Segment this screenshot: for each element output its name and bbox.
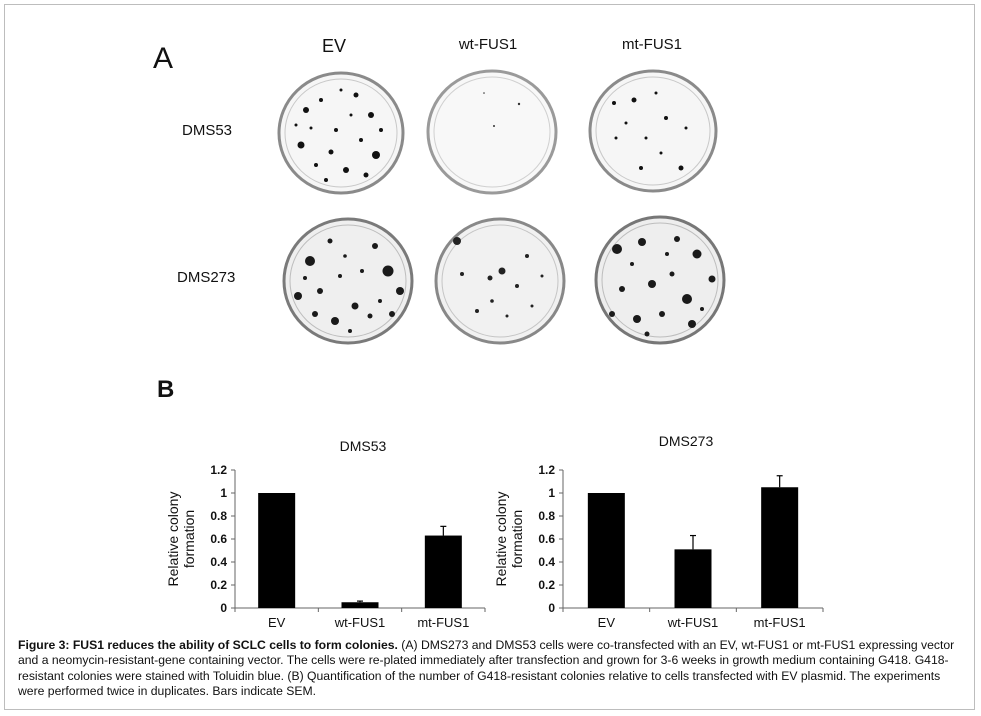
- y-axis-label-line: formation: [509, 510, 525, 568]
- chart-title: DMS273: [659, 433, 714, 449]
- y-axis-label-line: Relative colony: [165, 492, 181, 587]
- bar: [258, 493, 296, 608]
- x-tick-label: EV: [598, 615, 616, 630]
- figure-caption: Figure 3: FUS1 reduces the ability of SC…: [18, 638, 968, 700]
- x-tick-label: mt-FUS1: [417, 615, 469, 630]
- bar: [761, 487, 799, 608]
- chart-dms273: DMS273 0 0.2 0.4 0.6 0.8 1 1.2 EV wt-FUS1 mt-FUS1 R…: [493, 433, 824, 630]
- dish-dms273-wt-fus1: [434, 217, 566, 345]
- chart-dms53: DMS53 0 0.2 0.4 0.6 0.8 1 1.2 EV wt-FUS1 mt-FUS1 Re…: [165, 438, 486, 630]
- bar: [341, 602, 379, 608]
- bar: [674, 549, 712, 608]
- caption-body: (A) DMS273 and DMS53 cells were co-trans…: [18, 638, 955, 699]
- bar: [424, 535, 462, 608]
- y-tick-label: 0.2: [538, 578, 555, 592]
- y-tick-label: 0: [548, 601, 555, 615]
- y-axis-label-line: formation: [181, 510, 197, 568]
- dish-dms273-mt-fus1: [594, 215, 726, 345]
- panel-b-letter: B: [157, 376, 175, 403]
- y-axis-label: Relative colonyformation: [165, 492, 197, 587]
- x-tick-label: EV: [268, 615, 286, 630]
- x-tick-label: wt-FUS1: [667, 615, 719, 630]
- y-tick-label: 0.6: [538, 532, 555, 546]
- bar: [587, 493, 625, 608]
- y-tick-label: 0.4: [210, 555, 227, 569]
- dish-dms53-mt-fus1: [588, 69, 718, 193]
- y-tick-label: 1: [548, 486, 555, 500]
- dish-dms53-ev: [277, 71, 405, 195]
- y-tick-label: 0.4: [538, 555, 555, 569]
- y-tick-label: 0.6: [210, 532, 227, 546]
- row-label-dms53: DMS53: [182, 122, 233, 139]
- dish-dms273-ev: [282, 217, 414, 345]
- y-tick-label: 0.8: [538, 509, 555, 523]
- x-tick-label: mt-FUS1: [754, 615, 806, 630]
- y-tick-label: 1: [220, 486, 227, 500]
- row-label-dms273: DMS273: [177, 269, 236, 286]
- y-tick-label: 1.2: [538, 463, 555, 477]
- x-tick-label: wt-FUS1: [334, 615, 386, 630]
- chart-title: DMS53: [340, 438, 387, 454]
- y-axis-label-line: Relative colony: [493, 492, 509, 587]
- panel-a-letter: A: [153, 42, 174, 75]
- y-tick-label: 0.2: [210, 578, 227, 592]
- y-axis-label: Relative colonyformation: [493, 492, 525, 587]
- column-label-mt-fus1: mt-FUS1: [622, 36, 682, 53]
- dish-dms53-wt-fus1: [426, 69, 558, 195]
- y-tick-label: 0: [220, 601, 227, 615]
- column-label-ev: EV: [321, 36, 346, 56]
- caption-title: Figure 3: FUS1 reduces the ability of SC…: [18, 638, 398, 652]
- y-tick-label: 1.2: [210, 463, 227, 477]
- y-tick-label: 0.8: [210, 509, 227, 523]
- column-label-wt-fus1: wt-FUS1: [458, 36, 518, 53]
